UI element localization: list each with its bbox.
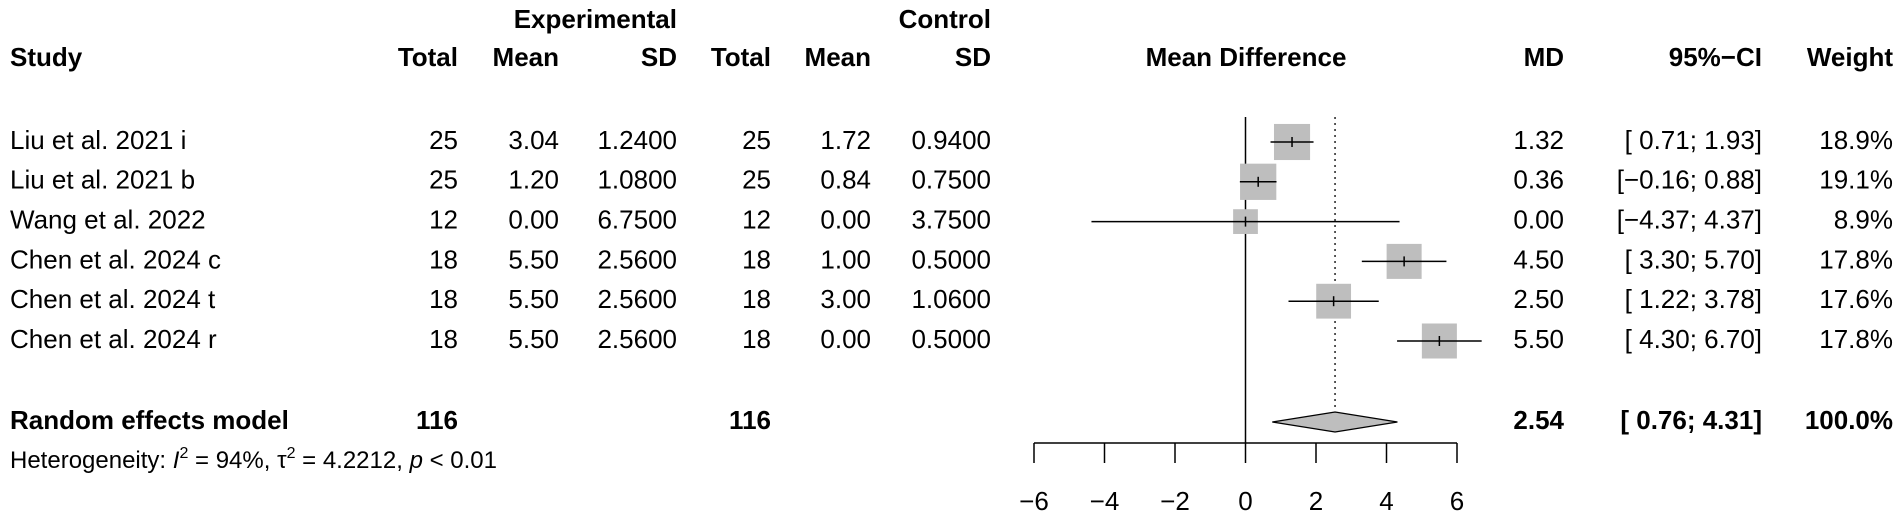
table-cell: 2.5600 (597, 324, 677, 354)
column-group-header: Experimental (514, 4, 677, 34)
pooled-name: Random effects model (10, 405, 289, 435)
table-cell: 0.5000 (911, 244, 991, 274)
x-tick-label: −6 (1019, 486, 1049, 516)
weight-value: 17.8% (1819, 244, 1893, 274)
md-value: 2.50 (1513, 284, 1564, 314)
table-cell: 0.00 (508, 204, 559, 234)
column-header: SD (955, 42, 991, 72)
table-cell: 25 (742, 125, 771, 155)
column-header: SD (641, 42, 677, 72)
weight-value: 19.1% (1819, 165, 1893, 195)
table-cell: 25 (742, 165, 771, 195)
pooled-total: 116 (729, 405, 771, 435)
pooled-weight: 100.0% (1805, 405, 1893, 435)
table-cell: 1.72 (820, 125, 871, 155)
ci-value: [ 0.71; 1.93] (1625, 125, 1762, 155)
table-cell: 0.7500 (911, 165, 991, 195)
pooled-md: 2.54 (1513, 405, 1564, 435)
study-name: Liu et al. 2021 i (10, 125, 186, 155)
table-cell: 5.50 (508, 284, 559, 314)
ci-value: [−0.16; 0.88] (1617, 165, 1762, 195)
heterogeneity-part: = 94%, (188, 447, 277, 474)
md-value: 5.50 (1513, 324, 1564, 354)
study-name: Chen et al. 2024 t (10, 284, 216, 314)
table-cell: 0.5000 (911, 324, 991, 354)
table-cell: 3.7500 (911, 204, 991, 234)
ci-value: [ 4.30; 6.70] (1625, 324, 1762, 354)
column-header: Total (398, 42, 458, 72)
ci-value: [−4.37; 4.37] (1617, 204, 1762, 234)
heterogeneity-part: τ (277, 447, 287, 474)
x-tick-label: 2 (1309, 486, 1323, 516)
table-cell: 1.20 (508, 165, 559, 195)
weight-value: 17.8% (1819, 324, 1893, 354)
table-cell: 1.2400 (597, 125, 677, 155)
table-cell: 5.50 (508, 324, 559, 354)
pooled-diamond (1272, 411, 1398, 433)
column-header: 95%−CI (1669, 42, 1762, 72)
heterogeneity-part: 2 (287, 445, 296, 462)
x-tick-label: 6 (1450, 486, 1464, 516)
table-cell: 0.84 (820, 165, 871, 195)
heterogeneity-part: 2 (179, 445, 188, 462)
study-name: Chen et al. 2024 c (10, 244, 221, 274)
table-cell: 2.5600 (597, 284, 677, 314)
table-cell: 18 (742, 244, 771, 274)
table-cell: 5.50 (508, 244, 559, 274)
table-cell: 18 (742, 324, 771, 354)
heterogeneity: Heterogeneity: I2 = 94%, τ2 = 4.2212, p … (10, 445, 497, 475)
table-cell: 18 (429, 324, 458, 354)
weight-value: 17.6% (1819, 284, 1893, 314)
column-header: Mean (805, 42, 871, 72)
column-header: Weight (1807, 42, 1894, 72)
table-cell: 0.9400 (911, 125, 991, 155)
table-cell: 25 (429, 165, 458, 195)
heterogeneity-part: = 4.2212, (295, 447, 409, 474)
table-cell: 18 (742, 284, 771, 314)
table-cell: 1.00 (820, 244, 871, 274)
heterogeneity-part: I (173, 447, 180, 474)
weight-value: 18.9% (1819, 125, 1893, 155)
x-tick-label: 4 (1379, 486, 1393, 516)
table-cell: 12 (742, 204, 771, 234)
column-group-header: Control (899, 4, 991, 34)
table-cell: 3.04 (508, 125, 559, 155)
md-value: 4.50 (1513, 244, 1564, 274)
table-cell: 18 (429, 244, 458, 274)
column-header: MD (1524, 42, 1564, 72)
ci-value: [ 3.30; 5.70] (1625, 244, 1762, 274)
table-cell: 1.0600 (911, 284, 991, 314)
pooled-total: 116 (416, 405, 458, 435)
table-cell: 0.00 (820, 324, 871, 354)
study-name: Wang et al. 2022 (10, 204, 206, 234)
table-cell: 12 (429, 204, 458, 234)
md-value: 0.36 (1513, 165, 1564, 195)
x-tick-label: 0 (1238, 486, 1252, 516)
table-cell: 6.7500 (597, 204, 677, 234)
table-cell: 0.00 (820, 204, 871, 234)
ci-value: [ 1.22; 3.78] (1625, 284, 1762, 314)
column-header: Mean Difference (1146, 42, 1347, 72)
x-tick-label: −2 (1160, 486, 1190, 516)
heterogeneity-part: Heterogeneity: (10, 447, 173, 474)
pooled-ci: [ 0.76; 4.31] (1620, 405, 1762, 435)
md-value: 0.00 (1513, 204, 1564, 234)
table-cell: 18 (429, 284, 458, 314)
column-header: Total (711, 42, 771, 72)
table-cell: 25 (429, 125, 458, 155)
table-cell: 2.5600 (597, 244, 677, 274)
heterogeneity-part: < 0.01 (423, 447, 497, 474)
md-value: 1.32 (1513, 125, 1564, 155)
column-header: Study (10, 42, 83, 72)
table-cell: 1.0800 (597, 165, 677, 195)
table-cell: 3.00 (820, 284, 871, 314)
weight-value: 8.9% (1834, 204, 1893, 234)
study-name: Liu et al. 2021 b (10, 165, 195, 195)
study-name: Chen et al. 2024 r (10, 324, 217, 354)
x-tick-label: −4 (1090, 486, 1120, 516)
column-header: Mean (493, 42, 559, 72)
heterogeneity-part: p (409, 447, 423, 474)
